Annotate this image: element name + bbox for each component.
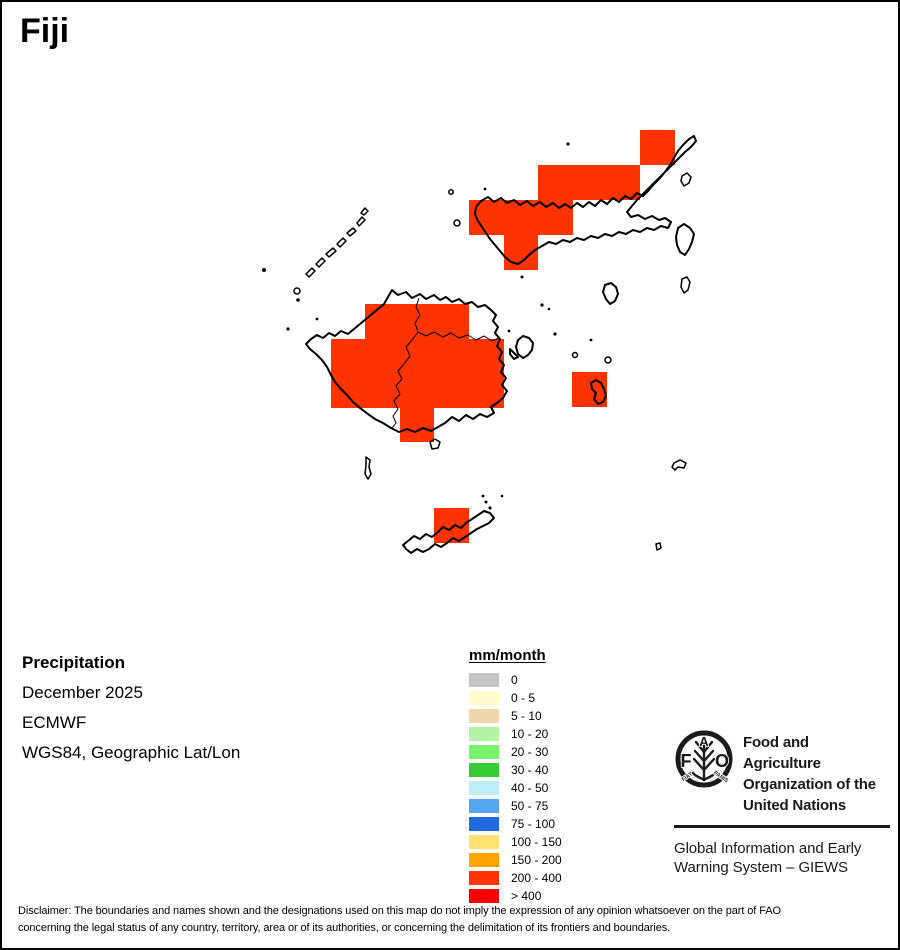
legend-swatch (469, 871, 499, 885)
disclaimer-text: Disclaimer: The boundaries and names sho… (18, 905, 781, 934)
legend-label: 30 - 40 (511, 763, 549, 777)
map-date: December 2025 (22, 683, 143, 702)
legend-row: > 400 (469, 887, 562, 905)
legend-row: 150 - 200 (469, 851, 562, 869)
legend-row: 5 - 10 (469, 707, 562, 725)
legend-row: 50 - 75 (469, 797, 562, 815)
moala-outline (590, 379, 607, 405)
legend-swatch (469, 709, 499, 723)
fao-block: F A O FIAT PANIS Food and Agriculture Or… (674, 728, 890, 877)
legend-title: mm/month (469, 647, 546, 664)
kadavu-outline (402, 510, 495, 554)
legend: mm/month 0 0 - 5 5 - 10 10 - 20 20 - 30 30 - … (469, 647, 562, 905)
legend-label: 5 - 10 (511, 709, 542, 723)
viti-levu-outline (305, 289, 508, 433)
legend-swatch (469, 799, 499, 813)
map-info-block: Precipitation December 2025 ECMWF WGS84,… (22, 648, 240, 768)
legend-row: 30 - 40 (469, 761, 562, 779)
precipitation-cell (331, 374, 504, 408)
legend-swatch (469, 673, 499, 687)
precipitation-cell (331, 339, 504, 374)
totoya-outline (671, 459, 687, 471)
precipitation-cells (331, 130, 675, 543)
legend-label: 50 - 75 (511, 799, 549, 813)
legend-row: 20 - 30 (469, 743, 562, 761)
legend-items: 0 0 - 5 5 - 10 10 - 20 20 - 30 30 - 40 40 - 50… (469, 671, 562, 905)
legend-swatch (469, 727, 499, 741)
legend-label: 0 - 5 (511, 691, 536, 705)
page-title: Fiji (20, 12, 70, 50)
legend-swatch (469, 781, 499, 795)
svg-text:O: O (715, 751, 729, 771)
legend-row: 10 - 20 (469, 725, 562, 743)
legend-row: 40 - 50 (469, 779, 562, 797)
layer-name: Precipitation (22, 653, 125, 672)
svg-text:F: F (681, 751, 692, 771)
precipitation-cell (572, 372, 607, 407)
fao-logo-icon: F A O FIAT PANIS (675, 730, 733, 788)
taveuni-outline (675, 223, 695, 256)
legend-swatch (469, 691, 499, 705)
legend-label: 150 - 200 (511, 853, 562, 867)
legend-label: 75 - 100 (511, 817, 556, 831)
islet-rings (293, 189, 612, 364)
precipitation-cell (538, 165, 640, 200)
svg-text:A: A (699, 734, 709, 749)
legend-label: 100 - 150 (511, 835, 562, 849)
island-outlines (262, 135, 697, 554)
beqa-outline (429, 438, 441, 450)
legend-swatch (469, 763, 499, 777)
giews-label: Global Information and Early Warning Sys… (674, 840, 862, 876)
legend-row: 200 - 400 (469, 869, 562, 887)
vanua-levu-outline (474, 135, 697, 265)
legend-row: 0 (469, 671, 562, 689)
yasawa-chain-outline (305, 207, 369, 278)
legend-row: 100 - 150 (469, 833, 562, 851)
legend-swatch (469, 835, 499, 849)
data-source: ECMWF (22, 713, 87, 732)
islet-dots (262, 142, 593, 510)
projection-info: WGS84, Geographic Lat/Lon (22, 743, 241, 762)
legend-swatch (469, 889, 499, 903)
legend-swatch (469, 817, 499, 831)
vatulele-outline (364, 456, 372, 480)
fao-divider (674, 825, 890, 828)
rabi-outline (680, 172, 692, 187)
legend-row: 0 - 5 (469, 689, 562, 707)
legend-swatch (469, 745, 499, 759)
legend-label: > 400 (511, 889, 542, 903)
legend-label: 200 - 400 (511, 871, 562, 885)
fao-org-name: Food and Agriculture Organization of the… (743, 734, 876, 814)
koro-outline (602, 282, 619, 305)
precipitation-cell (640, 130, 675, 165)
viti-levu-inner-boundaries (391, 297, 500, 429)
legend-label: 10 - 20 (511, 727, 549, 741)
gau-outline (509, 335, 534, 360)
legend-swatch (469, 853, 499, 867)
matuku-outline (655, 542, 662, 551)
legend-label: 40 - 50 (511, 781, 549, 795)
legend-row: 75 - 100 (469, 815, 562, 833)
qamea-outline (680, 276, 691, 294)
legend-label: 20 - 30 (511, 745, 549, 759)
legend-label: 0 (511, 673, 518, 687)
precipitation-cell (400, 408, 434, 442)
